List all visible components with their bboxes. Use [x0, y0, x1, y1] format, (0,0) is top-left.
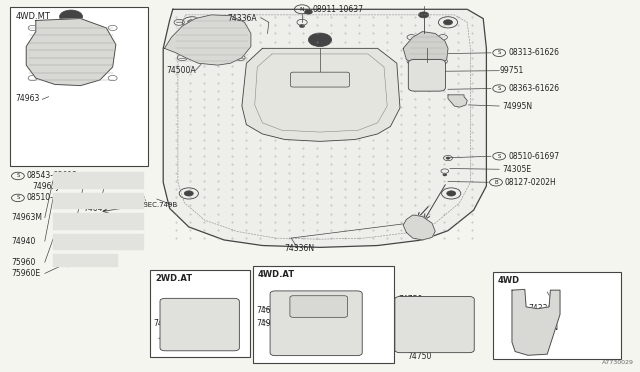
Bar — [150, 270, 250, 357]
Polygon shape — [163, 9, 486, 247]
Text: 74750: 74750 — [408, 352, 432, 360]
Text: 74995N: 74995N — [502, 102, 532, 110]
Text: 74649: 74649 — [83, 204, 108, 213]
Text: 74305E: 74305E — [502, 165, 532, 174]
Circle shape — [300, 25, 305, 28]
Text: S: S — [497, 154, 501, 159]
FancyBboxPatch shape — [160, 298, 239, 351]
Polygon shape — [242, 48, 400, 141]
Polygon shape — [403, 215, 435, 240]
Polygon shape — [53, 172, 143, 188]
Polygon shape — [53, 234, 143, 249]
Text: B: B — [494, 180, 498, 185]
Text: S: S — [497, 50, 501, 55]
Polygon shape — [53, 254, 117, 266]
Text: 2WD.AT: 2WD.AT — [156, 274, 193, 283]
FancyBboxPatch shape — [291, 72, 349, 87]
Polygon shape — [53, 213, 143, 229]
Text: 74940: 74940 — [154, 319, 178, 328]
Text: 74940: 74940 — [12, 237, 36, 246]
Circle shape — [446, 157, 450, 159]
Text: 74963M: 74963M — [12, 213, 42, 222]
Bar — [53, 234, 143, 249]
Text: 08363-61626: 08363-61626 — [508, 84, 559, 93]
Bar — [493, 272, 621, 359]
Text: 74963J: 74963J — [32, 182, 59, 191]
Text: N: N — [300, 7, 305, 12]
Circle shape — [60, 10, 83, 23]
Text: 4WD.AT: 4WD.AT — [258, 270, 295, 279]
Text: S: S — [497, 86, 501, 91]
FancyBboxPatch shape — [290, 296, 348, 317]
Bar — [53, 172, 143, 188]
Text: 74750: 74750 — [398, 295, 422, 304]
Text: SEE SEC.749B: SEE SEC.749B — [128, 202, 177, 208]
Text: 75960E: 75960E — [12, 269, 41, 278]
Text: 08313-61626: 08313-61626 — [508, 48, 559, 57]
Polygon shape — [53, 193, 143, 208]
FancyBboxPatch shape — [408, 60, 445, 91]
Text: 74963: 74963 — [15, 94, 40, 103]
Text: 4WD: 4WD — [498, 276, 520, 285]
Text: 08911-10637: 08911-10637 — [313, 5, 364, 14]
Text: 08543-62012: 08543-62012 — [27, 171, 78, 180]
Polygon shape — [512, 289, 560, 355]
Text: A7730029: A7730029 — [602, 360, 634, 365]
Text: 08510-62023: 08510-62023 — [27, 193, 78, 202]
FancyBboxPatch shape — [395, 296, 474, 353]
Circle shape — [424, 81, 430, 84]
Bar — [10, 7, 148, 166]
Circle shape — [308, 33, 332, 46]
Text: 74336H: 74336H — [528, 304, 558, 313]
Circle shape — [443, 174, 447, 176]
Circle shape — [444, 20, 452, 25]
Text: 74336A: 74336A — [227, 14, 257, 23]
Circle shape — [305, 10, 312, 14]
Bar — [53, 213, 143, 229]
Circle shape — [64, 262, 73, 267]
Text: 74336N: 74336N — [528, 323, 558, 332]
Text: 08510-61697: 08510-61697 — [508, 152, 559, 161]
Text: 74649: 74649 — [256, 306, 280, 315]
Text: 08127-0202H: 08127-0202H — [505, 178, 557, 187]
Polygon shape — [26, 19, 116, 86]
Text: 99751: 99751 — [499, 66, 524, 75]
FancyBboxPatch shape — [270, 291, 362, 356]
Text: 4WD.MT: 4WD.MT — [15, 12, 50, 21]
Text: 74336N: 74336N — [285, 244, 315, 253]
Text: 74500A: 74500A — [166, 66, 196, 75]
Text: S: S — [16, 195, 20, 201]
Circle shape — [184, 191, 193, 196]
Text: 74963: 74963 — [58, 219, 82, 228]
Text: S: S — [16, 173, 20, 179]
Text: 74940: 74940 — [256, 319, 280, 328]
Polygon shape — [403, 32, 448, 69]
Bar — [253, 266, 394, 363]
Circle shape — [447, 191, 456, 196]
Circle shape — [419, 12, 429, 18]
Text: 75960: 75960 — [12, 258, 36, 267]
Bar — [53, 254, 117, 266]
Circle shape — [314, 36, 326, 44]
Polygon shape — [164, 15, 251, 65]
Polygon shape — [448, 95, 467, 107]
Bar — [53, 193, 143, 208]
Circle shape — [188, 20, 196, 25]
